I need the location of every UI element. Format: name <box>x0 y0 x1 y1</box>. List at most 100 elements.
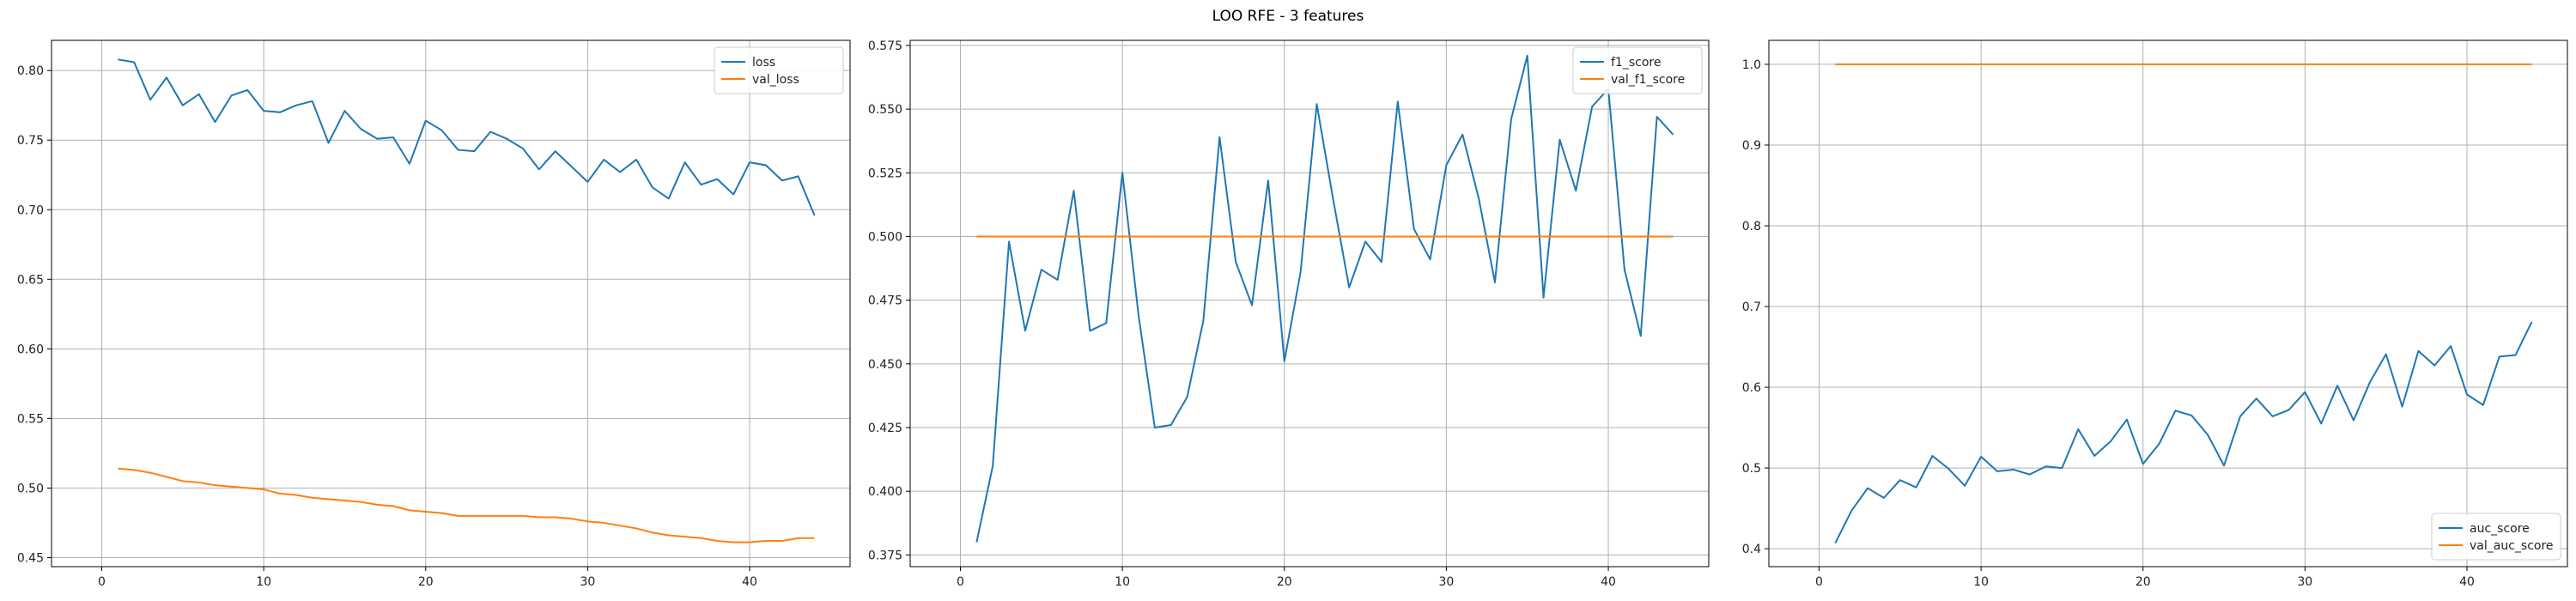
data-point-loss <box>116 58 119 61</box>
data-point-auc-score <box>2158 442 2161 446</box>
data-point-f1-score <box>975 541 978 544</box>
data-point-auc-score <box>2530 320 2533 324</box>
data-point-f1-score <box>1461 133 1464 137</box>
y-tick-label: 0.425 <box>868 422 902 435</box>
data-point-val-auc-score <box>2482 63 2485 66</box>
data-point-val-f1-score <box>1024 234 1027 238</box>
data-point-auc-score <box>2093 454 2096 458</box>
data-point-auc-score <box>1947 467 1950 470</box>
y-tick-label: 0.525 <box>868 167 902 180</box>
data-point-f1-score <box>1024 329 1027 332</box>
data-point-val-auc-score <box>1866 63 1869 66</box>
data-point-auc-score <box>1915 486 1918 489</box>
data-point-f1-score <box>1671 133 1674 137</box>
x-tick-label: 20 <box>1277 575 1292 589</box>
data-point-auc-score <box>1979 455 1983 458</box>
data-point-val-loss <box>181 479 185 483</box>
data-point-loss <box>667 197 671 200</box>
f1-score-subplot: 0 10 20 30 40 0.375 0.400 0.425 0.450 0.475 0.500 0… <box>868 39 1710 589</box>
data-point-f1-score <box>1444 163 1448 167</box>
data-point-val-loss <box>505 514 508 518</box>
data-point-val-f1-score <box>1542 234 1546 238</box>
x-tick-label: 10 <box>256 575 271 589</box>
data-point-val-auc-score <box>2385 63 2388 66</box>
data-point-val-loss <box>408 508 411 512</box>
data-point-auc-score <box>1833 542 1837 545</box>
figure-title: LOO RFE - 3 features <box>1212 8 1364 25</box>
data-point-loss <box>472 149 476 153</box>
data-point-val-auc-score <box>2433 63 2436 66</box>
data-point-val-auc-score <box>2206 63 2209 66</box>
data-point-loss <box>554 149 557 153</box>
data-point-val-auc-score <box>2303 63 2306 66</box>
data-point-f1-score <box>1121 171 1124 174</box>
data-point-f1-score <box>1267 179 1270 182</box>
data-point-auc-score <box>2125 418 2129 422</box>
data-point-val-f1-score <box>1040 234 1043 238</box>
data-point-val-f1-score <box>1477 234 1480 238</box>
data-point-val-auc-score <box>2319 63 2323 66</box>
y-tick-label: 0.8 <box>1742 220 1761 234</box>
data-point-val-auc-score <box>1833 63 1837 66</box>
data-point-loss <box>359 127 362 131</box>
data-point-loss <box>489 130 492 133</box>
y-tick-label: 0.65 <box>17 273 44 287</box>
data-point-val-auc-score <box>2222 63 2226 66</box>
data-point-f1-score <box>1347 286 1351 289</box>
data-point-val-loss <box>538 515 541 519</box>
legend-label: val_loss <box>752 73 799 87</box>
data-point-loss <box>424 119 428 123</box>
data-point-val-auc-score <box>2449 63 2452 66</box>
y-tick-label: 0.4 <box>1742 543 1761 556</box>
data-point-auc-score <box>2287 408 2291 411</box>
data-point-val-loss <box>586 519 589 523</box>
data-point-val-auc-score <box>1947 63 1950 66</box>
axes-frame <box>51 39 851 568</box>
y-tick-label: 0.5 <box>1742 462 1761 476</box>
data-point-val-f1-score <box>991 234 994 238</box>
data-point-val-f1-score <box>1380 234 1383 238</box>
data-point-val-auc-score <box>2498 63 2501 66</box>
data-point-auc-score <box>2385 353 2388 356</box>
data-point-loss <box>392 136 395 139</box>
data-point-val-loss <box>456 514 459 518</box>
data-point-val-f1-score <box>1558 234 1561 238</box>
data-point-val-f1-score <box>1639 234 1643 238</box>
data-point-auc-score <box>2239 415 2242 418</box>
data-point-val-loss <box>295 494 298 497</box>
y-tick-label: 0.50 <box>17 482 44 495</box>
data-point-auc-score <box>2060 466 2063 470</box>
data-point-val-auc-score <box>2044 63 2048 66</box>
data-point-val-f1-score <box>1364 234 1367 238</box>
data-point-f1-score <box>1413 228 1416 231</box>
data-point-f1-score <box>1590 105 1594 108</box>
data-point-loss <box>456 149 459 152</box>
data-point-val-loss <box>440 512 444 515</box>
y-tick-label: 0.400 <box>868 485 902 499</box>
legend: f1_score val_f1_score <box>1572 46 1703 94</box>
data-point-val-loss <box>359 501 362 504</box>
data-point-loss <box>748 161 751 164</box>
data-point-f1-score <box>1283 360 1286 363</box>
data-point-loss <box>440 129 444 132</box>
data-point-val-loss <box>472 514 476 518</box>
data-point-f1-score <box>1574 189 1577 192</box>
data-point-val-loss <box>699 537 702 540</box>
data-point-val-loss <box>602 521 605 525</box>
data-point-val-auc-score <box>2336 63 2339 66</box>
data-point-val-loss <box>311 496 314 500</box>
data-point-auc-score <box>2319 422 2323 425</box>
y-tick-label: 0.550 <box>868 103 902 117</box>
data-point-loss <box>699 183 702 186</box>
data-point-val-f1-score <box>1283 234 1286 238</box>
y-tick-label: 0.70 <box>17 203 44 217</box>
data-point-loss <box>586 180 589 184</box>
data-point-loss <box>214 120 217 124</box>
data-point-val-loss <box>489 514 492 518</box>
data-point-f1-score <box>1429 258 1432 261</box>
data-point-val-auc-score <box>2060 63 2063 66</box>
data-point-val-f1-score <box>1299 234 1303 238</box>
data-point-loss <box>683 161 687 164</box>
data-point-f1-score <box>1088 329 1091 332</box>
legend-box <box>714 46 844 94</box>
